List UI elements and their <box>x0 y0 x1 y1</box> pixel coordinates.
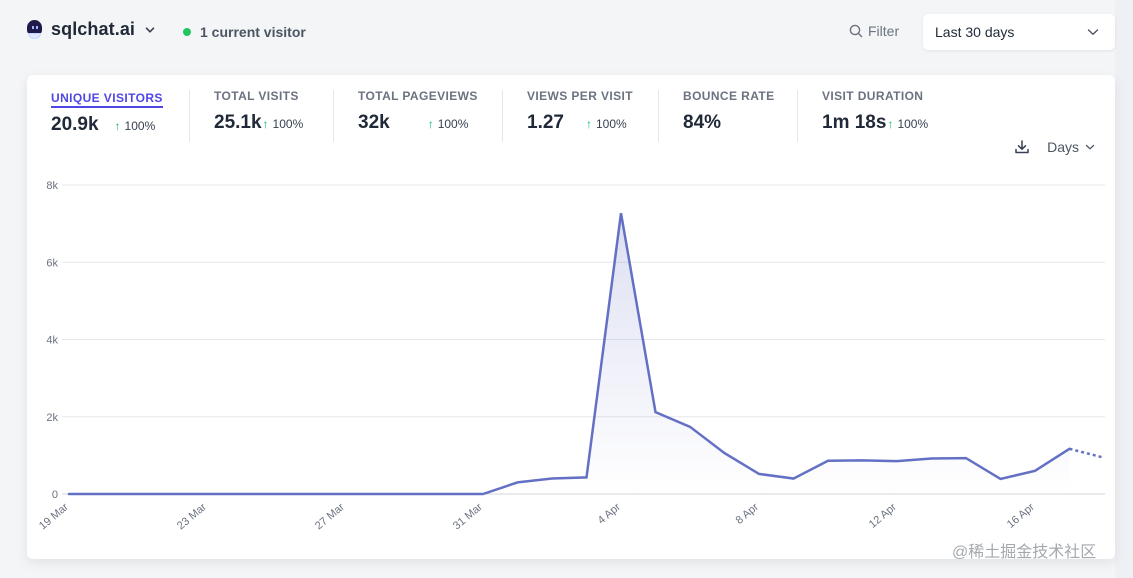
stat-bounce-rate[interactable]: BOUNCE RATE 84% <box>683 89 775 134</box>
current-visitors[interactable]: 1 current visitor <box>183 24 306 40</box>
stat-label: UNIQUE VISITORS <box>51 91 163 108</box>
chevron-down-icon <box>145 26 155 33</box>
interval-label: Days <box>1047 139 1079 155</box>
series-line-incomplete <box>1069 447 1105 459</box>
stat-unique-visitors[interactable]: UNIQUE VISITORS 20.9k ↑ 100% <box>51 89 163 136</box>
divider <box>333 90 334 142</box>
live-dot-icon <box>183 28 191 36</box>
stat-change-value: 100% <box>437 117 469 131</box>
page-scrollbar-area <box>1115 0 1133 578</box>
stat-value: 20.9k <box>51 114 99 135</box>
sqlchat-logo-icon <box>26 19 43 40</box>
stat-change: ↑ 100% <box>887 117 928 131</box>
current-visitors-label: 1 current visitor <box>200 24 306 40</box>
x-axis: 19 Mar 23 Mar 27 Mar 31 Mar 4 Apr 8 Apr 12 Apr… <box>37 501 1037 532</box>
stat-total-visits[interactable]: TOTAL VISITS 25.1k ↑ 100% <box>214 89 303 134</box>
period-select[interactable]: Last 30 days <box>923 14 1115 50</box>
y-tick-label: 2k <box>46 412 58 424</box>
top-bar: sqlchat.ai 1 current visitor Filter Last… <box>0 0 1133 64</box>
stat-visit-duration[interactable]: VISIT DURATION 1m 18s ↑ 100% <box>822 89 928 134</box>
stat-change-value: 100% <box>124 119 156 133</box>
stat-label: VISIT DURATION <box>822 89 924 103</box>
stat-label: TOTAL VISITS <box>214 89 299 103</box>
site-name: sqlchat.ai <box>51 19 136 39</box>
y-tick-label: 6k <box>46 257 58 269</box>
grid <box>62 184 1105 495</box>
stat-label: BOUNCE RATE <box>683 89 775 103</box>
x-tick-label: 4 Apr <box>596 501 624 527</box>
stat-change: ↑ 100% <box>263 117 304 131</box>
stat-change: ↑ 100% <box>586 117 627 131</box>
y-tick-label: 0 <box>52 489 58 501</box>
y-axis: 0 2k 4k 6k 8k <box>46 180 58 501</box>
stat-change-value: 100% <box>897 117 929 131</box>
stat-value: 25.1k <box>214 112 262 133</box>
watermark: @稀土掘金技术社区 <box>952 544 1097 561</box>
arrow-up-icon: ↑ <box>262 117 269 131</box>
stat-total-pageviews[interactable]: TOTAL PAGEVIEWS 32k ↑ 100% <box>358 89 478 134</box>
divider <box>658 90 659 142</box>
stat-label: VIEWS PER VISIT <box>527 89 634 103</box>
period-label: Last 30 days <box>935 24 1015 40</box>
x-tick-label: 19 Mar <box>37 501 71 532</box>
download-icon[interactable] <box>1014 139 1030 155</box>
x-tick-label: 12 Apr <box>867 501 899 531</box>
series-area <box>69 213 1070 495</box>
filter-button[interactable]: Filter <box>849 23 899 39</box>
stat-label: TOTAL PAGEVIEWS <box>358 89 478 103</box>
x-tick-label: 27 Mar <box>313 501 347 532</box>
x-tick-label: 16 Apr <box>1005 501 1037 531</box>
stat-value: 1m 18s <box>822 112 887 133</box>
x-tick-label: 8 Apr <box>734 501 762 527</box>
divider <box>502 90 503 142</box>
x-tick-label: 23 Mar <box>175 501 209 532</box>
divider <box>189 90 190 142</box>
stat-value: 84% <box>683 112 722 133</box>
chevron-down-icon <box>1087 29 1099 35</box>
graph-tools: Days <box>1014 139 1095 155</box>
search-icon <box>849 24 863 38</box>
top-stats: UNIQUE VISITORS 20.9k ↑ 100% TOTAL VISITS… <box>27 75 1115 155</box>
stat-change-value: 100% <box>595 117 627 131</box>
stat-value: 1.27 <box>527 112 564 133</box>
x-tick-label: 31 Mar <box>451 501 485 532</box>
stat-change: ↑ 100% <box>115 119 156 133</box>
arrow-up-icon: ↑ <box>114 119 121 133</box>
interval-select[interactable]: Days <box>1047 139 1095 155</box>
chevron-down-icon <box>1085 144 1095 150</box>
y-tick-label: 4k <box>46 335 58 347</box>
y-tick-label: 8k <box>46 180 58 192</box>
filter-label: Filter <box>868 23 900 39</box>
stat-views-per-visit[interactable]: VIEWS PER VISIT 1.27 ↑ 100% <box>527 89 633 134</box>
arrow-up-icon: ↑ <box>427 117 434 131</box>
stat-change-value: 100% <box>272 117 304 131</box>
series-line <box>67 212 1071 496</box>
arrow-up-icon: ↑ <box>585 117 592 131</box>
site-switcher[interactable]: sqlchat.ai <box>26 19 155 40</box>
arrow-up-icon: ↑ <box>887 117 894 131</box>
stat-value: 32k <box>358 112 390 133</box>
stat-change: ↑ 100% <box>428 117 469 131</box>
divider <box>797 90 798 142</box>
series <box>67 212 1105 496</box>
